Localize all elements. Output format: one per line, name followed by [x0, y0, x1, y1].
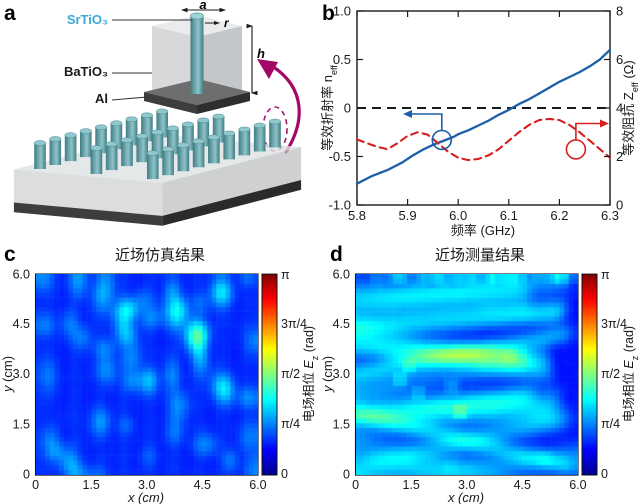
svg-text:频率 (GHz): 频率 (GHz) — [451, 223, 515, 238]
svg-text:0: 0 — [281, 467, 288, 481]
svg-text:8: 8 — [616, 4, 623, 19]
svg-text:1.0: 1.0 — [333, 4, 351, 19]
svg-text:0: 0 — [601, 467, 608, 481]
svg-text:6.3: 6.3 — [601, 208, 619, 223]
svg-text:1.5: 1.5 — [83, 478, 100, 492]
svg-text:1.5: 1.5 — [333, 417, 350, 431]
svg-text:6.2: 6.2 — [550, 208, 568, 223]
svg-text:6.0: 6.0 — [333, 268, 350, 282]
svg-text:0: 0 — [32, 478, 39, 492]
svg-text:0.5: 0.5 — [333, 52, 351, 67]
svg-text:近场测量结果: 近场测量结果 — [435, 247, 525, 264]
svg-text:6.0: 6.0 — [249, 478, 266, 492]
svg-text:电场相位 Ez (rad): 电场相位 Ez (rad) — [621, 326, 639, 422]
svg-text:3.0: 3.0 — [333, 367, 350, 381]
svg-text:6.0: 6.0 — [13, 268, 30, 282]
svg-text:4.5: 4.5 — [333, 317, 350, 331]
svg-text:x (cm): x (cm) — [127, 490, 164, 504]
svg-text:π/4: π/4 — [601, 417, 620, 431]
svg-text:y (cm): y (cm) — [0, 356, 15, 393]
svg-text:5.8: 5.8 — [348, 208, 366, 223]
svg-text:6.0: 6.0 — [449, 208, 467, 223]
svg-text:5.9: 5.9 — [399, 208, 417, 223]
svg-text:π/2: π/2 — [281, 367, 300, 381]
svg-text:4.5: 4.5 — [13, 317, 30, 331]
svg-text:π/2: π/2 — [601, 367, 620, 381]
svg-text:0: 0 — [343, 468, 350, 482]
svg-text:0: 0 — [344, 101, 351, 116]
svg-text:电场相位 Ez (rad): 电场相位 Ez (rad) — [301, 326, 320, 422]
svg-text:π: π — [601, 268, 610, 282]
svg-text:4.5: 4.5 — [514, 478, 531, 492]
svg-text:0: 0 — [23, 468, 30, 482]
svg-text:π/4: π/4 — [281, 417, 300, 431]
svg-text:6.0: 6.0 — [569, 478, 586, 492]
svg-text:x (cm): x (cm) — [447, 490, 484, 504]
svg-text:等效阻抗 Zeff (Ω): 等效阻抗 Zeff (Ω) — [621, 60, 639, 155]
svg-text:6.1: 6.1 — [500, 208, 518, 223]
svg-text:0: 0 — [352, 478, 359, 492]
svg-text:1.5: 1.5 — [403, 478, 420, 492]
svg-text:π: π — [281, 268, 290, 282]
svg-text:4.5: 4.5 — [194, 478, 211, 492]
svg-text:3.0: 3.0 — [13, 367, 30, 381]
svg-text:等效折射率 neff: 等效折射率 neff — [320, 65, 339, 151]
svg-text:1.5: 1.5 — [13, 417, 30, 431]
svg-text:近场仿真结果: 近场仿真结果 — [115, 246, 205, 264]
svg-text:y (cm): y (cm) — [320, 356, 335, 393]
